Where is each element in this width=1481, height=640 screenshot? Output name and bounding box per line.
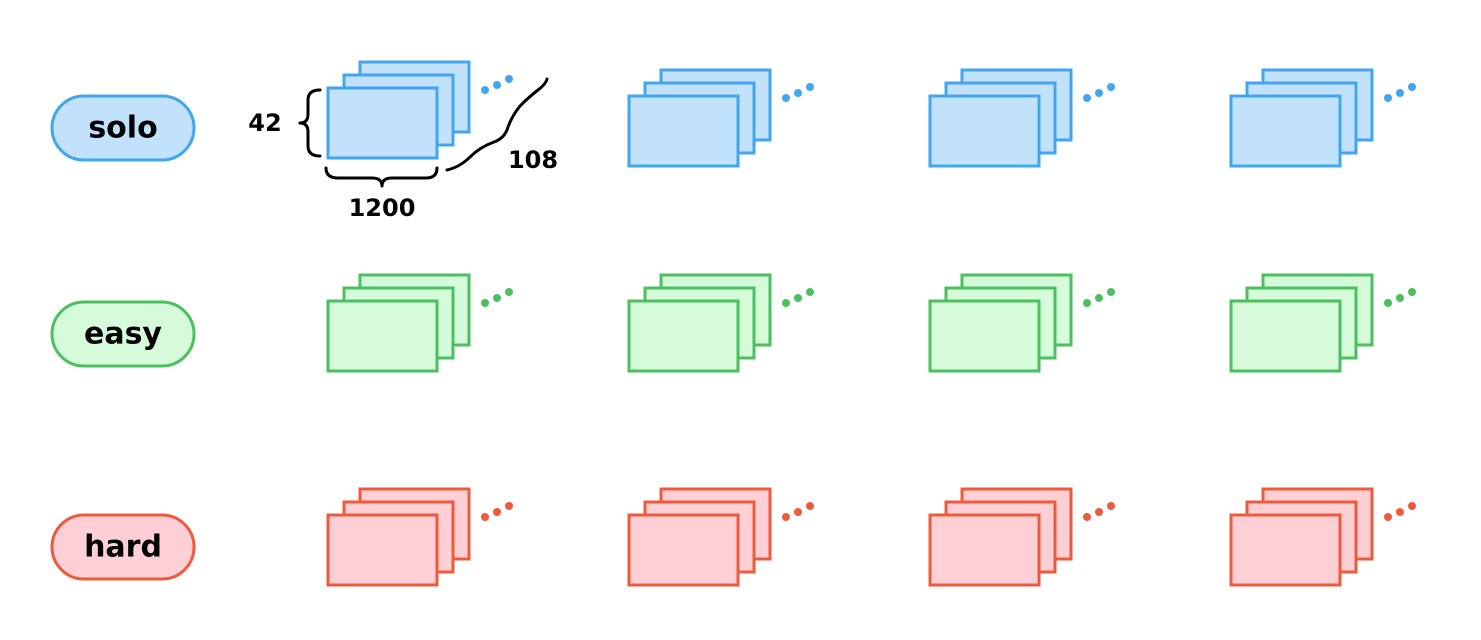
dot <box>1083 299 1091 307</box>
depth-brace <box>445 77 549 172</box>
height-brace <box>298 88 322 158</box>
stack-hard-2 <box>627 487 814 587</box>
dot <box>794 294 802 302</box>
dot <box>1095 508 1103 516</box>
continuation-dots <box>1083 502 1115 521</box>
continuation-dots <box>1384 83 1416 102</box>
dot <box>782 94 790 102</box>
stack-hard-4 <box>1229 487 1416 587</box>
stack-easy-3 <box>928 273 1115 373</box>
dot <box>782 299 790 307</box>
stack-layer <box>1229 299 1342 373</box>
dot <box>481 299 489 307</box>
stack-hard-1 <box>326 487 513 587</box>
stack-layer <box>627 94 740 168</box>
dot <box>806 288 814 296</box>
dot <box>782 513 790 521</box>
stack-solo-1 <box>326 60 513 160</box>
continuation-dots <box>481 502 513 521</box>
stack-hard-3 <box>928 487 1115 587</box>
continuation-dots <box>481 288 513 307</box>
stack-solo-3 <box>928 68 1115 168</box>
dot <box>1384 299 1392 307</box>
continuation-dots <box>782 288 814 307</box>
dot <box>1396 294 1404 302</box>
row-label-pill-solo <box>50 94 196 162</box>
stack-layer <box>326 299 439 373</box>
continuation-dots <box>782 83 814 102</box>
dot <box>493 81 501 89</box>
dot <box>1384 513 1392 521</box>
row-label-pill-easy <box>50 300 196 368</box>
dot <box>1107 502 1115 510</box>
dot <box>794 89 802 97</box>
dot <box>505 75 513 83</box>
stack-layer <box>627 299 740 373</box>
height-label: 42 <box>248 109 281 137</box>
stack-layer <box>928 94 1041 168</box>
dot <box>1408 502 1416 510</box>
continuation-dots <box>481 75 513 94</box>
dot <box>1396 508 1404 516</box>
dot <box>806 502 814 510</box>
row-label-hard: hard <box>84 530 162 565</box>
dot <box>1384 94 1392 102</box>
dot <box>1083 94 1091 102</box>
row-label-solo: solo <box>88 111 157 146</box>
dot <box>1107 288 1115 296</box>
continuation-dots <box>782 502 814 521</box>
row-label-pill-hard <box>50 513 196 581</box>
dot <box>481 513 489 521</box>
dot <box>1083 513 1091 521</box>
dot <box>1408 288 1416 296</box>
continuation-dots <box>1384 502 1416 521</box>
dimension-annotations: 42 1200 108 <box>248 77 558 222</box>
continuation-dots <box>1083 288 1115 307</box>
stack-solo-2 <box>627 68 814 168</box>
stack-solo-4 <box>1229 68 1416 168</box>
width-label: 1200 <box>349 194 416 222</box>
dot <box>505 502 513 510</box>
dot <box>1107 83 1115 91</box>
stack-layer <box>326 513 439 587</box>
dot <box>806 83 814 91</box>
stack-layer <box>1229 94 1342 168</box>
stack-easy-2 <box>627 273 814 373</box>
dot <box>794 508 802 516</box>
stack-layer <box>627 513 740 587</box>
dot <box>1408 83 1416 91</box>
row-easy: easy <box>50 273 1416 373</box>
stack-layer <box>928 513 1041 587</box>
dot <box>505 288 513 296</box>
dot <box>493 508 501 516</box>
row-solo: solo <box>50 60 1416 168</box>
dot <box>1095 89 1103 97</box>
row-label-easy: easy <box>84 317 162 352</box>
stack-layer <box>326 86 439 160</box>
width-brace <box>324 166 439 188</box>
stack-easy-4 <box>1229 273 1416 373</box>
stack-layer <box>928 299 1041 373</box>
dot <box>481 86 489 94</box>
continuation-dots <box>1083 83 1115 102</box>
row-hard: hard <box>50 487 1416 587</box>
dot <box>1396 89 1404 97</box>
stack-layer <box>1229 513 1342 587</box>
depth-label: 108 <box>508 146 558 174</box>
dot <box>493 294 501 302</box>
stack-easy-1 <box>326 273 513 373</box>
continuation-dots <box>1384 288 1416 307</box>
dot <box>1095 294 1103 302</box>
